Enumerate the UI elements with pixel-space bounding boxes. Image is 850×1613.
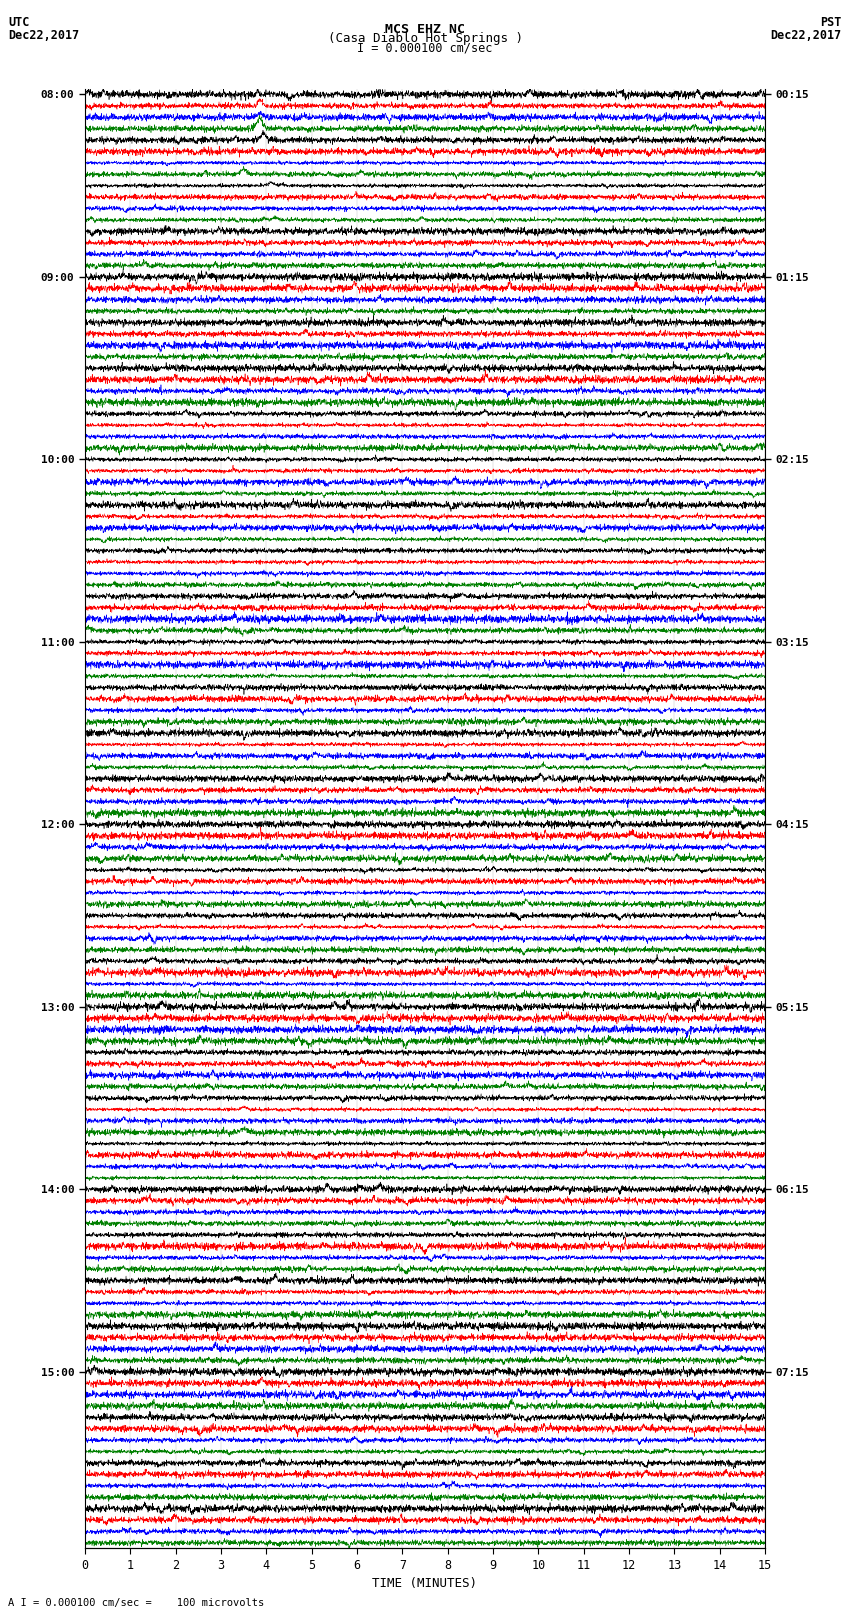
- Text: Dec22,2017: Dec22,2017: [770, 29, 842, 42]
- X-axis label: TIME (MINUTES): TIME (MINUTES): [372, 1578, 478, 1590]
- Text: Dec22,2017: Dec22,2017: [8, 29, 80, 42]
- Text: A I = 0.000100 cm/sec =    100 microvolts: A I = 0.000100 cm/sec = 100 microvolts: [8, 1598, 264, 1608]
- Text: (Casa Diablo Hot Springs ): (Casa Diablo Hot Springs ): [327, 32, 523, 45]
- Text: I = 0.000100 cm/sec: I = 0.000100 cm/sec: [357, 42, 493, 55]
- Text: MCS EHZ NC: MCS EHZ NC: [385, 23, 465, 35]
- Text: PST: PST: [820, 16, 842, 29]
- Text: UTC: UTC: [8, 16, 30, 29]
